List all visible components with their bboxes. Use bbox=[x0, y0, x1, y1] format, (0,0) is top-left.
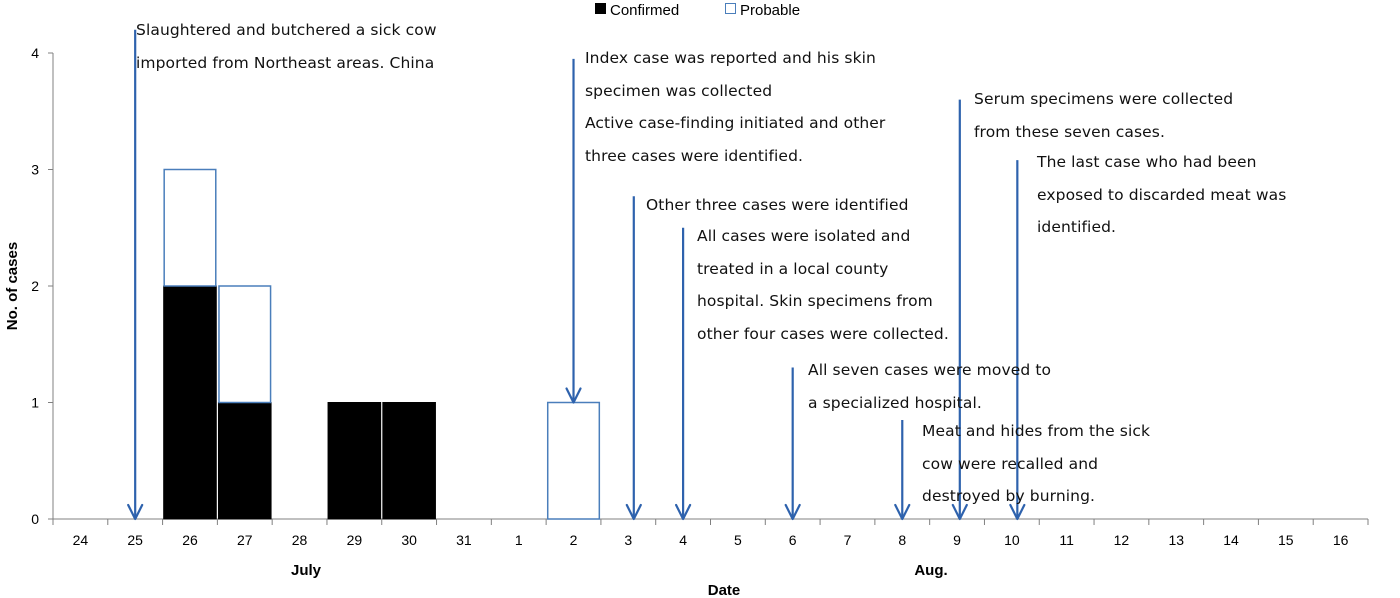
annotation-arrow-head bbox=[127, 503, 144, 521]
annotation-arrow-head bbox=[625, 503, 642, 521]
x-tick-label: 15 bbox=[1278, 532, 1294, 548]
x-tick-label: 29 bbox=[347, 532, 363, 548]
legend-label-confirmed: Confirmed bbox=[610, 2, 679, 19]
bar-probable bbox=[218, 285, 272, 404]
x-tick-label: 9 bbox=[953, 532, 961, 548]
month-label-aug: Aug. bbox=[914, 562, 947, 579]
annotation-text-slaughter: Slaughtered and butchered a sick cow imp… bbox=[136, 14, 496, 79]
annotation-line: All seven cases were moved to bbox=[808, 361, 1052, 379]
month-label-july: July bbox=[291, 562, 322, 579]
annotation-line: Meat and hides from the sick bbox=[922, 422, 1151, 440]
x-tick-label: 4 bbox=[679, 532, 687, 548]
annotation-arrow-head bbox=[1009, 503, 1026, 521]
bars bbox=[163, 168, 601, 520]
annotation-line: All cases were isolated and bbox=[697, 227, 911, 245]
annotation-line: a specialized hospital. bbox=[808, 393, 982, 412]
x-tick-label: 11 bbox=[1059, 532, 1074, 548]
annotation-line: cow were recalled and bbox=[922, 454, 1099, 473]
annotation-text-moved: All seven cases were moved to a speciali… bbox=[808, 354, 1098, 419]
x-tick-label: 12 bbox=[1114, 532, 1130, 548]
x-tick-label: 14 bbox=[1223, 532, 1239, 548]
x-tick-label: 16 bbox=[1333, 532, 1349, 548]
x-tick-label: 13 bbox=[1168, 532, 1184, 548]
x-tick-label: 25 bbox=[127, 532, 143, 548]
x-tick-label: 27 bbox=[237, 532, 253, 548]
x-tick-label: 26 bbox=[182, 532, 198, 548]
bar-probable bbox=[163, 168, 217, 287]
y-ticks: 0 1 2 3 4 bbox=[31, 45, 53, 527]
legend-label-probable: Probable bbox=[740, 2, 800, 19]
annotation-line: exposed to discarded meat was bbox=[1037, 185, 1287, 204]
annotation-arrow-head bbox=[675, 503, 692, 521]
x-ticks: 24 25 26 27 28 29 30 31 1 2 3 4 5 6 7 8 9 10 11 12 13 14 15 16 bbox=[52, 519, 1369, 548]
y-tick-label: 4 bbox=[31, 45, 39, 61]
annotation-line: destroyed by burning. bbox=[922, 487, 1096, 505]
annotation-arrow-head bbox=[565, 387, 582, 404]
y-tick-label: 2 bbox=[31, 278, 39, 294]
annotation-text-last-case: The last case who had been exposed to di… bbox=[1037, 146, 1315, 244]
annotation-line: other four cases were collected. bbox=[697, 324, 949, 343]
annotation-text-recalled: Meat and hides from the sick cow were re… bbox=[922, 415, 1200, 513]
x-tick-label: 5 bbox=[734, 532, 742, 548]
x-tick-label: 24 bbox=[73, 532, 89, 548]
x-tick-label: 10 bbox=[1004, 532, 1020, 548]
annotation-line: hospital. Skin specimens from bbox=[697, 292, 933, 310]
legend-swatch-probable bbox=[725, 3, 736, 14]
annotation-line: The last case who had been bbox=[1037, 153, 1257, 171]
y-axis-title: No. of cases bbox=[4, 242, 21, 330]
annotation-line: Index case was reported and his skin bbox=[585, 49, 876, 67]
annotation-text-other-three: Other three cases were identified bbox=[646, 189, 946, 222]
x-tick-label: 3 bbox=[624, 532, 632, 548]
x-tick-label: 2 bbox=[570, 532, 578, 548]
annotation-line: imported from Northeast areas. China bbox=[136, 53, 435, 72]
x-tick-label: 30 bbox=[401, 532, 417, 548]
annotation-arrow-head bbox=[784, 503, 801, 521]
annotation-text-index-case: Index case was reported and his skin spe… bbox=[585, 42, 945, 172]
bar-confirmed bbox=[327, 402, 382, 520]
annotation-line: three cases were identified. bbox=[585, 146, 804, 165]
x-tick-label: 7 bbox=[844, 532, 852, 548]
annotation-line: Other three cases were identified bbox=[646, 196, 909, 214]
y-tick-label: 1 bbox=[31, 395, 39, 411]
annotation-arrow-head bbox=[894, 503, 911, 521]
x-tick-label: 6 bbox=[789, 532, 797, 548]
x-tick-label: 1 bbox=[515, 532, 523, 548]
annotation-line: Serum specimens were collected bbox=[974, 90, 1234, 108]
x-tick-label: 28 bbox=[292, 532, 308, 548]
annotation-line: specimen was collected bbox=[585, 81, 773, 100]
annotation-arrow-head bbox=[951, 503, 968, 521]
annotation-text-serum: Serum specimens were collected from thes… bbox=[974, 83, 1274, 148]
x-tick-label: 31 bbox=[456, 532, 472, 548]
x-tick-label: 8 bbox=[898, 532, 906, 548]
annotation-line: identified. bbox=[1037, 218, 1117, 236]
annotation-line: Active case-finding initiated and other bbox=[585, 114, 886, 132]
annotation-line: treated in a local county bbox=[697, 259, 889, 278]
legend: Confirmed Probable bbox=[595, 2, 800, 19]
annotation-line: from these seven cases. bbox=[974, 122, 1165, 141]
bar-confirmed bbox=[382, 402, 436, 520]
bar-confirmed bbox=[217, 402, 272, 520]
x-axis-title: Date bbox=[708, 582, 741, 598]
annotation-arrows bbox=[127, 29, 1026, 521]
annotation-text-isolated: All cases were isolated and treated in a… bbox=[697, 220, 977, 350]
y-tick-label: 0 bbox=[31, 511, 39, 527]
legend-swatch-confirmed bbox=[595, 3, 606, 14]
bar-confirmed bbox=[163, 285, 217, 520]
bar-probable bbox=[546, 401, 601, 520]
annotation-line: Slaughtered and butchered a sick cow bbox=[136, 21, 437, 39]
y-tick-label: 3 bbox=[31, 162, 39, 178]
